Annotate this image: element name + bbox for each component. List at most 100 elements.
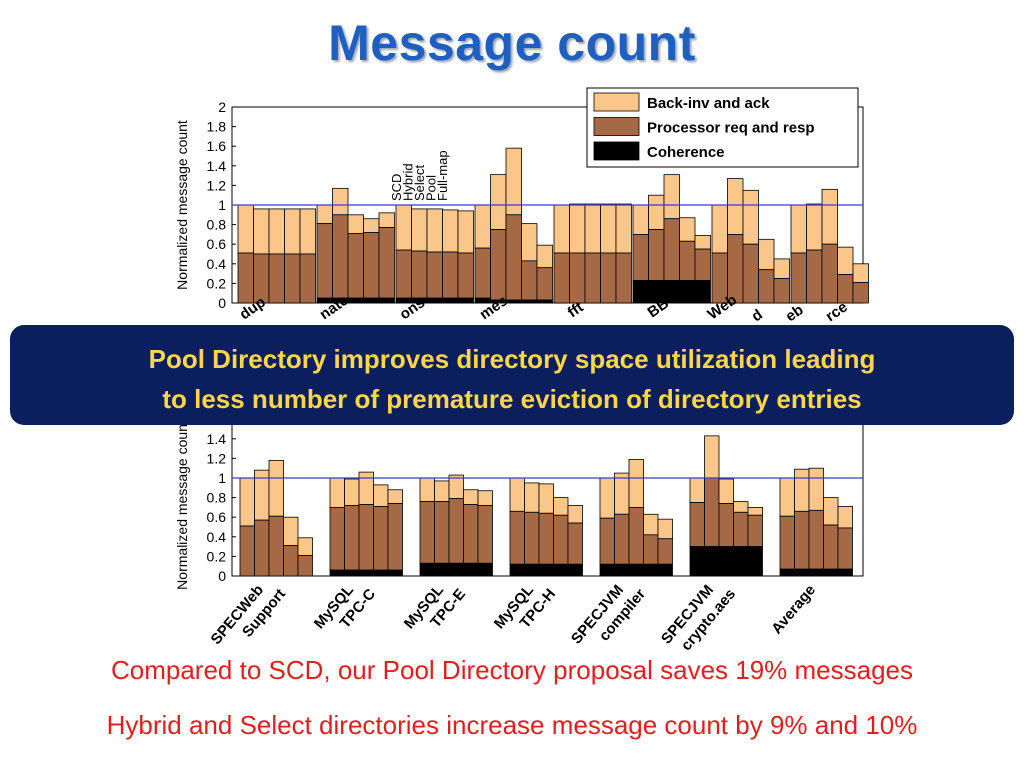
- y-tick-label: 1.4: [207, 431, 227, 447]
- bar-proc-req: [378, 227, 395, 299]
- bar-back-inv: [297, 537, 313, 556]
- y-tick-label: 0.6: [207, 509, 227, 525]
- bar-back-inv: [426, 208, 443, 253]
- bar-coherence: [426, 297, 443, 304]
- x-category-label: Average: [768, 582, 819, 638]
- config-label: Select: [412, 164, 427, 201]
- bar-coherence: [477, 562, 493, 577]
- bar-back-inv: [600, 203, 617, 254]
- bar-back-inv: [363, 218, 380, 233]
- bar-coherence: [599, 563, 615, 577]
- callout-line-2: to less number of premature eviction of …: [162, 384, 862, 414]
- bar-coherence: [347, 297, 364, 304]
- bar-proc-req: [521, 260, 538, 301]
- bar-proc-req: [299, 253, 316, 304]
- bar-proc-req: [628, 506, 644, 565]
- bar-coherence: [747, 546, 763, 577]
- bar-coherence: [387, 569, 403, 577]
- bar-back-inv: [567, 505, 583, 524]
- bar-coherence: [689, 546, 705, 577]
- bar-back-inv: [837, 506, 853, 529]
- legend-swatch: [593, 117, 640, 136]
- bar-proc-req: [584, 252, 601, 304]
- bar-back-inv: [758, 238, 775, 271]
- bar-back-inv: [463, 489, 479, 505]
- bar-back-inv: [779, 477, 795, 517]
- bar-proc-req: [747, 514, 763, 547]
- bar-back-inv: [742, 189, 759, 245]
- y-tick-label: 1.6: [207, 138, 227, 154]
- y-tick-label: 0.4: [207, 256, 227, 272]
- bar-back-inv: [538, 483, 554, 514]
- bar-proc-req: [268, 515, 284, 577]
- bar-proc-req: [567, 522, 583, 565]
- bar-proc-req: [505, 214, 522, 301]
- bar-proc-req: [254, 519, 270, 577]
- bar-proc-req: [837, 527, 853, 570]
- bar-proc-req: [852, 282, 869, 304]
- bar-proc-req: [808, 509, 824, 570]
- bar-back-inv: [419, 477, 435, 502]
- bar-back-inv: [387, 489, 403, 504]
- bar-proc-req: [283, 545, 299, 577]
- bar-back-inv: [239, 477, 255, 527]
- legend-label: Back-inv and ack: [647, 95, 770, 112]
- bar-coherence: [628, 563, 644, 577]
- bar-proc-req: [284, 253, 301, 304]
- bar-back-inv: [806, 203, 823, 251]
- bar-back-inv: [614, 472, 630, 515]
- bar-coherence: [538, 563, 554, 577]
- bar-back-inv: [648, 194, 665, 230]
- bar-back-inv: [584, 203, 601, 254]
- bar-proc-req: [648, 229, 665, 281]
- bar-back-inv: [694, 234, 711, 250]
- bar-coherence: [718, 546, 734, 577]
- bar-back-inv: [395, 204, 412, 251]
- bar-back-inv: [490, 174, 507, 230]
- y-tick-label: 0.4: [207, 529, 227, 545]
- bar-back-inv: [773, 258, 790, 279]
- legend-label: Coherence: [647, 144, 725, 161]
- bar-back-inv: [332, 187, 349, 216]
- bar-proc-req: [509, 510, 525, 565]
- top-chart: 0 0.2 0.4 0.6 0.8 1 1.2 1.4 1.6 1.8 2 Normalized me…: [174, 87, 869, 325]
- bar-coherence: [419, 562, 435, 577]
- bar-back-inv: [821, 188, 838, 245]
- bar-coherence: [536, 299, 553, 304]
- bar-back-inv: [852, 263, 869, 283]
- bar-proc-req: [694, 248, 711, 281]
- bar-proc-req: [477, 505, 493, 564]
- bar-proc-req: [490, 229, 507, 301]
- y-axis-label: Normalized message count: [174, 120, 190, 290]
- bar-proc-req: [395, 249, 412, 299]
- bar-back-inv: [808, 467, 824, 511]
- bar-coherence: [694, 280, 711, 304]
- bar-back-inv: [373, 484, 389, 507]
- legend-swatch: [593, 92, 640, 112]
- bar-coherence: [524, 563, 540, 577]
- x-category-label: d: [749, 306, 766, 325]
- y-tick-label: 0.8: [207, 490, 227, 506]
- bar-proc-req: [733, 511, 749, 547]
- y-tick-label: 0: [218, 568, 226, 584]
- bar-back-inv: [733, 501, 749, 513]
- bar-proc-req: [297, 555, 313, 577]
- bar-proc-req: [679, 240, 696, 281]
- bar-proc-req: [332, 214, 349, 299]
- config-label: SCD: [389, 174, 404, 201]
- bar-back-inv: [524, 482, 540, 513]
- bar-back-inv: [284, 208, 301, 255]
- bar-proc-req: [742, 243, 759, 304]
- bar-coherence: [363, 297, 380, 304]
- bar-back-inv: [237, 204, 254, 254]
- bar-back-inv: [718, 478, 734, 504]
- bar-back-inv: [344, 478, 360, 506]
- legend: Back-inv and ack Processor req and resp Co…: [586, 87, 859, 168]
- bar-back-inv: [615, 203, 632, 254]
- bar-proc-req: [387, 503, 403, 571]
- bar-proc-req: [663, 218, 680, 281]
- bar-proc-req: [614, 513, 630, 565]
- bar-coherence: [442, 297, 459, 304]
- bar-proc-req: [553, 514, 569, 565]
- bar-back-inv: [474, 204, 491, 249]
